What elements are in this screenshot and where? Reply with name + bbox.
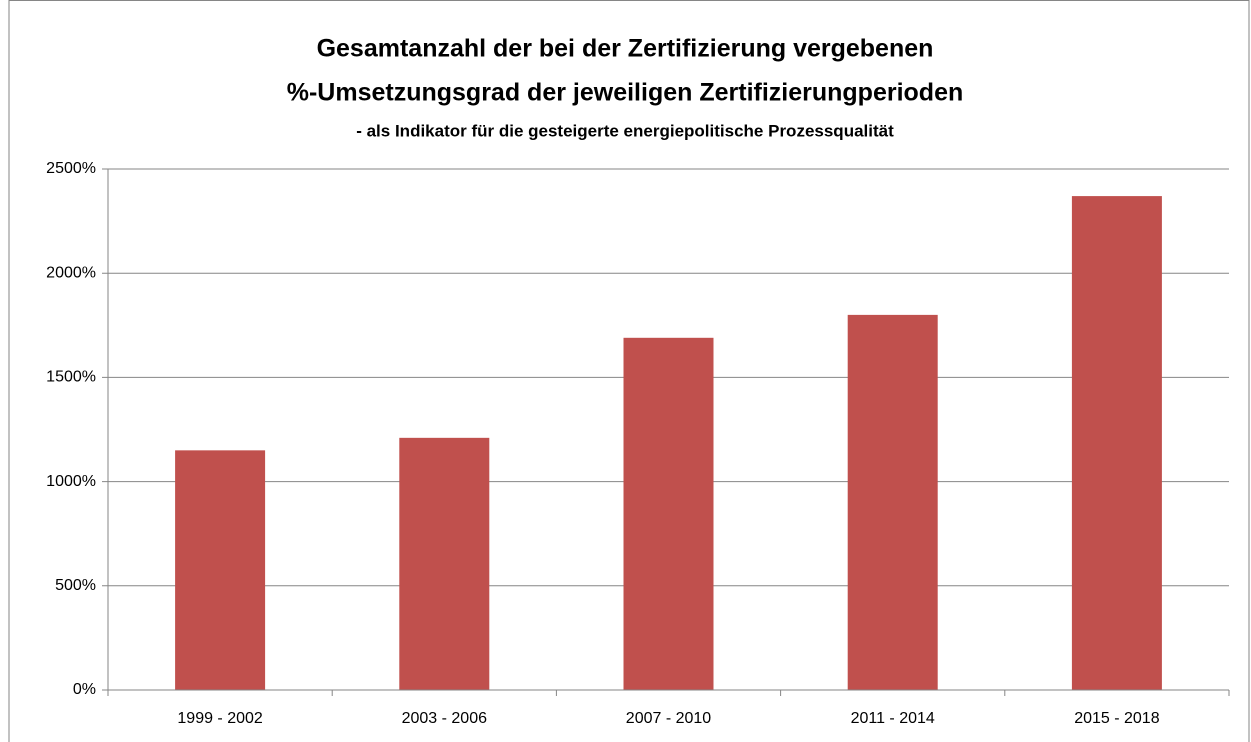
x-tick-label: 2011 - 2014 [851,710,935,727]
x-tick-label: 2003 - 2006 [402,710,488,727]
y-tick-label: 2500% [46,160,96,177]
y-tick-label: 1500% [46,369,96,386]
chart-title: %-Umsetzungsgrad der jeweiligen Zertifiz… [287,79,964,107]
y-tick-label: 2000% [46,264,96,281]
y-tick-label: 1000% [46,473,96,490]
chart-title: Gesamtanzahl der bei der Zertifizierung … [317,35,934,63]
bar [175,450,266,690]
bar [1071,196,1162,691]
chart-subtitle: - als Indikator für die gesteigerte ener… [356,121,894,140]
y-tick-label: 500% [55,577,96,594]
x-tick-label: 1999 - 2002 [177,710,263,727]
bar [399,437,490,690]
bar [847,314,938,690]
y-tick-label: 0% [73,681,96,698]
bar [623,337,714,690]
x-tick-label: 2007 - 2010 [626,710,712,727]
x-tick-label: 2015 - 2018 [1074,710,1160,727]
